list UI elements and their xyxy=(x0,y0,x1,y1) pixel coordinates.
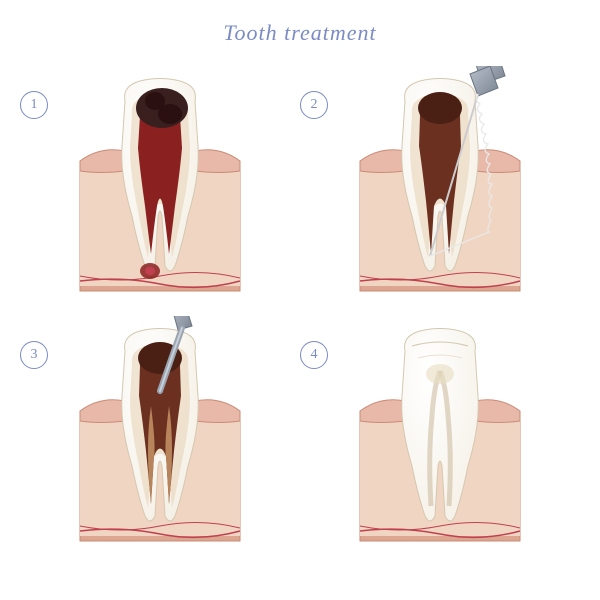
panel-root-canal-file: 2 xyxy=(320,66,560,296)
panel-filling-injection: 3 xyxy=(40,316,280,546)
step-badge: 2 xyxy=(300,91,328,119)
tooth-restored-icon xyxy=(350,316,530,546)
tooth-decay-icon xyxy=(70,66,250,296)
panel-restored-tooth: 4 xyxy=(320,316,560,546)
step-badge: 3 xyxy=(20,341,48,369)
tooth-fill-icon xyxy=(70,316,250,546)
step-badge: 1 xyxy=(20,91,48,119)
step-badge: 4 xyxy=(300,341,328,369)
panel-decayed-tooth: 1 xyxy=(40,66,280,296)
tooth-file-icon xyxy=(350,66,530,296)
panel-grid: 1 xyxy=(0,46,600,586)
page-title: Tooth treatment xyxy=(0,0,600,46)
